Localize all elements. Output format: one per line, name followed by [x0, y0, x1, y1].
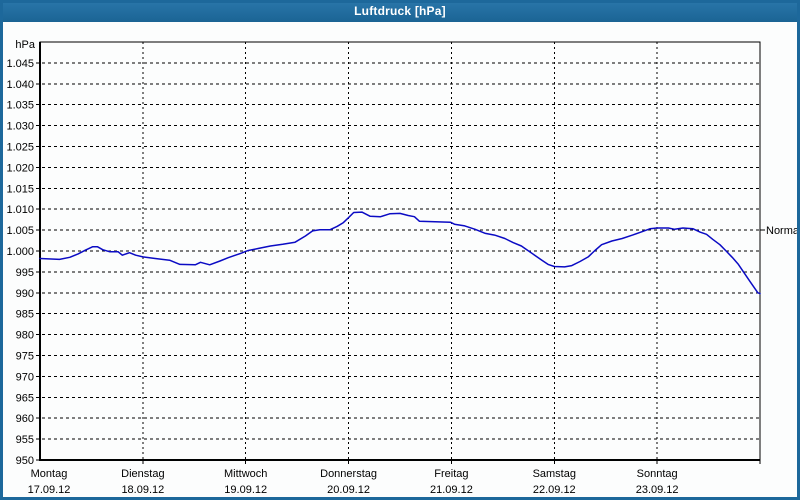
x-date-label: 23.09.12 — [636, 484, 679, 496]
window-titlebar[interactable]: Luftdruck [hPa] — [0, 0, 800, 22]
y-tick-label: 1.040 — [6, 79, 34, 91]
x-date-label: 19.09.12 — [224, 484, 267, 496]
y-tick-label: 960 — [16, 413, 34, 425]
y-tick-label: 975 — [16, 351, 34, 363]
x-day-label: Montag — [31, 468, 68, 480]
y-tick-label: 1.025 — [6, 142, 34, 154]
window-title: Luftdruck [hPa] — [354, 4, 446, 18]
y-tick-label: 1.030 — [6, 121, 34, 133]
x-day-label: Mittwoch — [224, 468, 267, 480]
y-tick-label: 965 — [16, 392, 34, 404]
y-unit-label: hPa — [15, 39, 35, 51]
x-day-label: Freitag — [434, 468, 468, 480]
plot-frame — [39, 41, 761, 461]
x-day-label: Sonntag — [637, 468, 678, 480]
x-date-label: 20.09.12 — [327, 484, 370, 496]
x-day-label: Dienstag — [121, 468, 164, 480]
y-tick-label: 955 — [16, 434, 34, 446]
pressure-line — [39, 211, 761, 295]
y-tick-label: 995 — [16, 267, 34, 279]
x-day-label: Donnerstag — [320, 468, 377, 480]
y-tick-label: 1.000 — [6, 246, 34, 258]
y-tick-label: 980 — [16, 330, 34, 342]
y-tick-label: 985 — [16, 309, 34, 321]
y-tick-label: 1.020 — [6, 162, 34, 174]
y-tick-label: 970 — [16, 371, 34, 383]
x-day-label: Samstag — [533, 468, 576, 480]
x-date-label: 18.09.12 — [121, 484, 164, 496]
y-tick-label: 1.015 — [6, 183, 34, 195]
y-tick-label: 1.010 — [6, 204, 34, 216]
y-tick-label: 1.045 — [6, 58, 34, 70]
normal-label: Normal — [766, 225, 800, 237]
x-date-label: 22.09.12 — [533, 484, 576, 496]
x-date-label: 17.09.12 — [28, 484, 71, 496]
y-tick-label: 1.035 — [6, 100, 34, 112]
y-tick-label: 950 — [16, 455, 34, 467]
y-tick-label: 1.005 — [6, 225, 34, 237]
y-tick-label: 990 — [16, 288, 34, 300]
x-date-label: 21.09.12 — [430, 484, 473, 496]
